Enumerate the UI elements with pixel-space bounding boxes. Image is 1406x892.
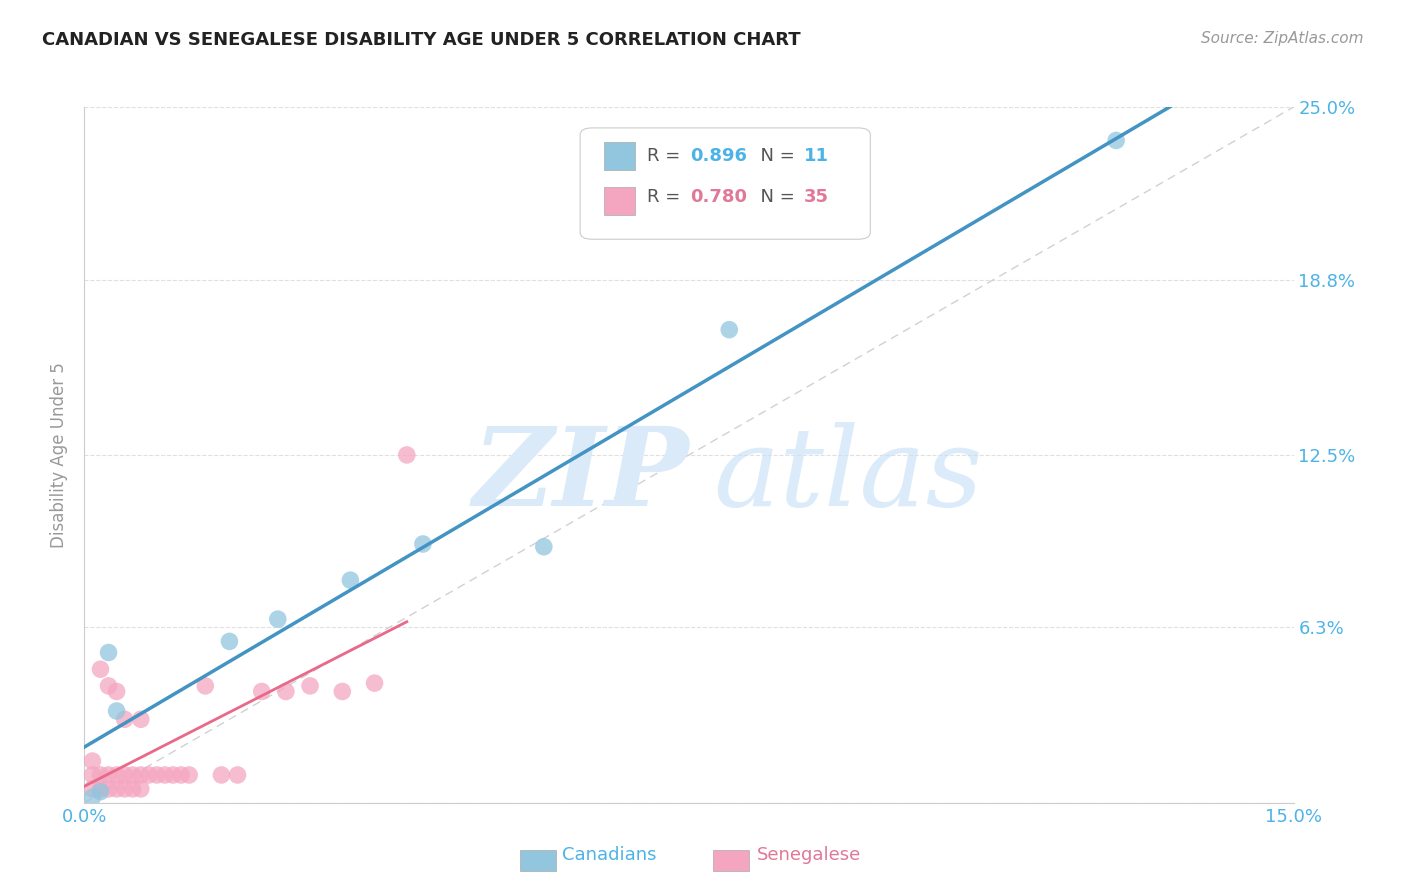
Point <box>105 684 128 698</box>
Text: Senegalese: Senegalese <box>756 846 860 864</box>
Text: 11: 11 <box>804 147 828 165</box>
Text: CANADIAN VS SENEGALESE DISABILITY AGE UNDER 5 CORRELATION CHART: CANADIAN VS SENEGALESE DISABILITY AGE UN… <box>42 31 801 49</box>
Point <box>105 704 128 718</box>
Point <box>395 448 418 462</box>
Text: 35: 35 <box>804 188 828 206</box>
Point <box>121 768 143 782</box>
Point <box>82 790 104 805</box>
FancyBboxPatch shape <box>581 128 870 239</box>
Text: ZIP: ZIP <box>472 422 689 530</box>
Text: 0.896: 0.896 <box>690 147 747 165</box>
Point <box>274 684 297 698</box>
Point <box>209 768 232 782</box>
Point <box>363 676 385 690</box>
Point <box>146 768 169 782</box>
Point <box>194 679 217 693</box>
Point <box>105 781 128 796</box>
Point <box>250 684 273 698</box>
Point <box>89 785 111 799</box>
Point <box>89 781 111 796</box>
Point <box>299 679 322 693</box>
Text: N =: N = <box>749 147 801 165</box>
Y-axis label: Disability Age Under 5: Disability Age Under 5 <box>51 362 69 548</box>
Text: R =: R = <box>647 188 686 206</box>
Point <box>138 768 160 782</box>
Text: atlas: atlas <box>713 422 983 530</box>
Point <box>105 768 128 782</box>
Point <box>97 679 120 693</box>
FancyBboxPatch shape <box>713 850 749 871</box>
Text: N =: N = <box>749 188 801 206</box>
FancyBboxPatch shape <box>520 850 555 871</box>
Point <box>114 768 136 782</box>
Point <box>170 768 193 782</box>
Point <box>121 781 143 796</box>
Text: 0.780: 0.780 <box>690 188 747 206</box>
Point <box>114 781 136 796</box>
Point <box>1105 133 1128 147</box>
Point <box>533 540 555 554</box>
Point <box>162 768 184 782</box>
Point <box>412 537 434 551</box>
Point <box>97 768 120 782</box>
Point <box>330 684 353 698</box>
Text: R =: R = <box>647 147 686 165</box>
Point <box>129 768 152 782</box>
Point <box>97 781 120 796</box>
Point <box>89 662 111 676</box>
Point <box>82 768 104 782</box>
Point <box>82 781 104 796</box>
Text: Source: ZipAtlas.com: Source: ZipAtlas.com <box>1201 31 1364 46</box>
Point <box>179 768 201 782</box>
Point <box>129 712 152 726</box>
Point <box>129 781 152 796</box>
FancyBboxPatch shape <box>605 142 634 169</box>
Point <box>89 768 111 782</box>
Point <box>267 612 290 626</box>
Point <box>114 712 136 726</box>
Point <box>718 323 741 337</box>
Point <box>82 754 104 768</box>
FancyBboxPatch shape <box>605 187 634 215</box>
Point <box>339 573 361 587</box>
Point <box>153 768 176 782</box>
Text: Canadians: Canadians <box>562 846 657 864</box>
Point <box>97 646 120 660</box>
Point <box>218 634 240 648</box>
Point <box>226 768 249 782</box>
